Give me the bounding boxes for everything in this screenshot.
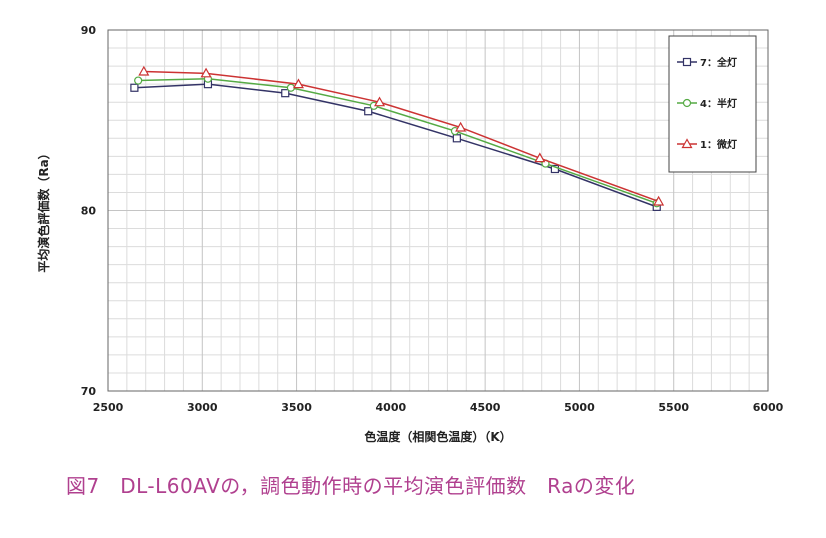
data-point-circle <box>682 98 692 108</box>
x-axis-label: 色温度（相関色温度）（K） <box>364 429 511 444</box>
data-point-triangle <box>681 138 693 149</box>
legend-label: 4：半灯 <box>700 97 737 110</box>
x-tick-label: 5500 <box>658 401 689 414</box>
y-tick-label: 70 <box>81 385 97 398</box>
data-point-square <box>682 57 692 67</box>
x-tick-label: 5000 <box>564 401 595 414</box>
data-point-triangle <box>534 152 546 163</box>
data-point-square <box>130 83 139 92</box>
figure-caption: 図7 DL-L60AVの，調色動作時の平均演色評価数 Raの変化 <box>66 474 636 498</box>
series-2 <box>134 74 661 208</box>
data-point-circle <box>134 76 143 85</box>
data-point-triangle <box>292 78 304 89</box>
chart: 2500 3000 3500 4000 4500 5000 5500 6000 708090 … <box>36 24 784 444</box>
legend: 7：全灯 4：半灯 1：微灯 <box>668 35 757 173</box>
data-point-triangle <box>455 121 467 132</box>
legend-label: 7：全灯 <box>700 56 737 69</box>
series-3 <box>138 65 665 206</box>
data-point-triangle <box>653 195 665 206</box>
legend-item-2: 4：半灯 <box>677 97 737 110</box>
plot-border <box>107 29 769 392</box>
x-tick-label: 6000 <box>753 401 784 414</box>
x-tick-labels: 2500 3000 3500 4000 4500 5000 5500 6000 <box>93 401 784 414</box>
x-tick-label: 2500 <box>93 401 124 414</box>
legend-item-3: 1：微灯 <box>677 138 737 151</box>
data-point-square <box>452 134 461 143</box>
y-axis-label: 平均演色評価数（Ra） <box>36 147 51 272</box>
series-group <box>130 65 665 211</box>
y-tick-label: 80 <box>81 205 97 218</box>
y-tick-labels: 70 80 90 <box>81 24 97 398</box>
legend-item-1: 7：全灯 <box>677 56 737 69</box>
y-tick-label: 90 <box>81 24 97 37</box>
data-point-triangle <box>200 67 212 78</box>
data-point-square <box>281 89 290 98</box>
x-tick-label: 3000 <box>187 401 218 414</box>
x-tick-label: 3500 <box>281 401 312 414</box>
data-point-square <box>550 164 560 174</box>
data-point-triangle <box>374 96 386 107</box>
data-point-square <box>364 107 373 116</box>
legend-label: 1：微灯 <box>700 138 737 151</box>
data-point-triangle <box>138 65 150 76</box>
x-tick-label: 4000 <box>376 401 407 414</box>
x-tick-label: 4500 <box>470 401 501 414</box>
